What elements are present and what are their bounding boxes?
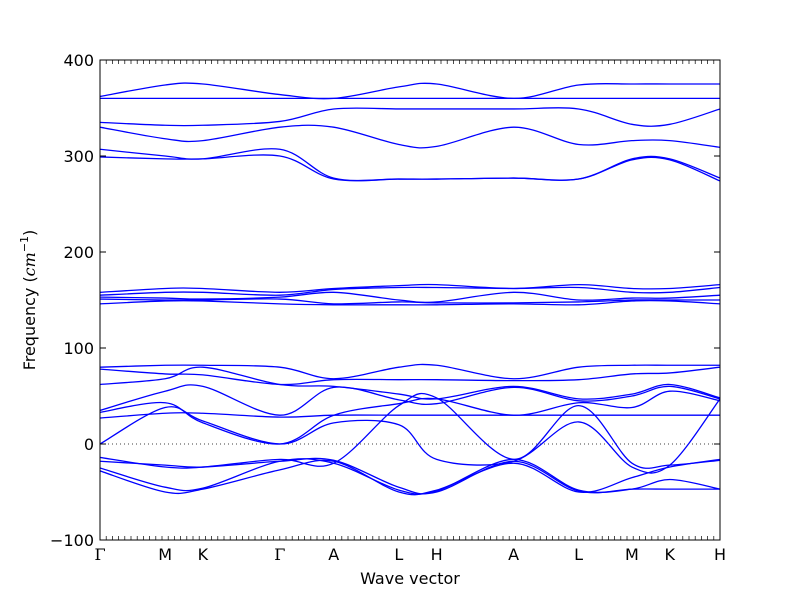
- band-line: [100, 366, 720, 386]
- kpoint-label: M: [625, 545, 639, 564]
- kpoint-label: M: [158, 545, 172, 564]
- kpoint-label: K: [198, 545, 209, 564]
- plot-frame: [99, 59, 721, 541]
- kpoint-label: H: [714, 545, 726, 564]
- band-line: [100, 154, 720, 182]
- kpoint-label: L: [574, 545, 583, 564]
- y-tick-label: −100: [50, 531, 94, 550]
- band-line: [100, 384, 720, 416]
- band-line: [100, 412, 720, 419]
- band-line: [100, 390, 720, 445]
- y-tick-label: 300: [63, 147, 94, 166]
- kpoint-label: L: [394, 545, 403, 564]
- kpoint-label: A: [328, 545, 339, 564]
- y-axis-label-unit-exp: −1: [18, 236, 31, 252]
- band-series-layer: [100, 82, 720, 496]
- kpoint-label: Γ: [274, 545, 285, 564]
- y-tick-label: 200: [63, 243, 94, 262]
- band-line: [100, 124, 720, 149]
- kpoint-label: H: [431, 545, 443, 564]
- kpoint-label: K: [665, 545, 676, 564]
- band-line: [100, 286, 720, 296]
- band-line: [100, 398, 720, 474]
- band-line: [100, 363, 720, 380]
- y-axis-label-unit: cm: [20, 252, 39, 276]
- y-tick-label: 100: [63, 339, 94, 358]
- kpoint-label: A: [508, 545, 519, 564]
- y-axis-label-open-paren: (: [20, 276, 39, 287]
- band-line: [100, 82, 720, 100]
- tick-layer: [100, 59, 720, 541]
- y-axis-label: Frequency (cm−1): [18, 230, 39, 371]
- x-axis-label: Wave vector: [360, 569, 460, 588]
- y-tick-labels: −100 0 100 200 300 400: [50, 51, 94, 550]
- y-axis-label-close-paren: ): [20, 230, 39, 236]
- y-tick-label: 0: [84, 435, 94, 454]
- band-line: [100, 283, 720, 293]
- band-line: [100, 458, 720, 495]
- band-line: [100, 366, 720, 400]
- y-tick-label: 400: [63, 51, 94, 70]
- band-line: [100, 299, 720, 306]
- band-line: [100, 298, 720, 305]
- kpoint-label: Γ: [94, 545, 105, 564]
- band-line: [100, 458, 720, 496]
- y-axis-label-text: Frequency: [20, 288, 39, 371]
- band-line: [100, 107, 720, 127]
